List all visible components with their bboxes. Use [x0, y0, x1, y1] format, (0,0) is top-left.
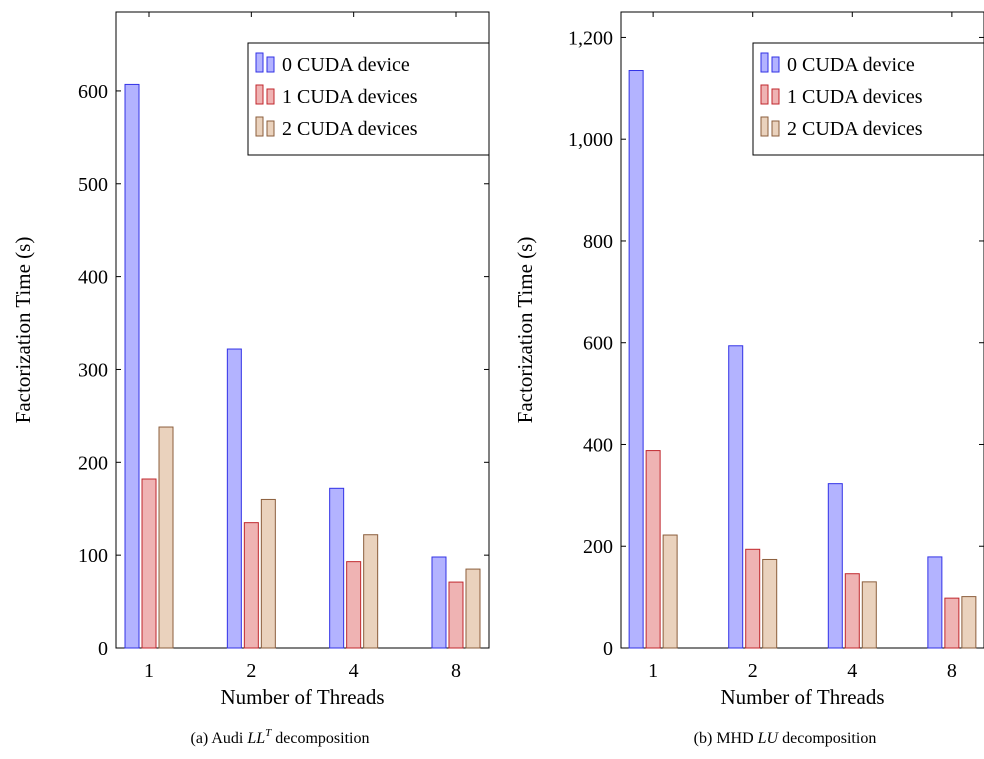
x-tick-label: 1 — [144, 660, 154, 682]
y-tick-label: 200 — [78, 452, 108, 474]
y-tick-label: 0 — [98, 638, 108, 660]
y-tick-label: 400 — [78, 267, 108, 289]
bar-0-1 — [628, 70, 644, 649]
y-tick-label: 600 — [583, 333, 613, 355]
bar-1-4 — [844, 573, 860, 649]
bar-2-1 — [158, 426, 174, 649]
x-tick-label: 2 — [246, 660, 256, 682]
bar-2-4 — [363, 534, 379, 649]
y-tick-label: 0 — [603, 638, 613, 660]
bar-2-2 — [260, 498, 276, 649]
bar-2-8 — [465, 568, 481, 649]
legend-swatch — [266, 88, 275, 105]
y-tick-label: 500 — [78, 174, 108, 196]
x-axis-label: Number of Threads — [720, 685, 884, 709]
x-tick-label: 8 — [947, 660, 957, 682]
caption-superscript: T — [265, 727, 272, 739]
x-tick-label: 4 — [847, 660, 857, 682]
legend-label: 1 CUDA devices — [282, 86, 418, 108]
legend-swatch — [760, 52, 769, 73]
y-axis-label: Factorization Time (s) — [513, 237, 537, 424]
y-tick-label: 100 — [78, 545, 108, 567]
legend: 0 CUDA device 1 CUDA devices 2 CUDA device… — [752, 42, 984, 156]
bar-0-4 — [827, 483, 843, 649]
caption-prefix: (a) Audi — [190, 730, 247, 747]
legend-swatch — [771, 120, 780, 137]
legend-label: 1 CUDA devices — [787, 86, 923, 108]
bar-0-1 — [124, 83, 140, 649]
x-tick-label: 1 — [648, 660, 658, 682]
bar-2-4 — [861, 581, 877, 649]
x-axis-label: Number of Threads — [220, 685, 384, 709]
plot-area — [115, 11, 490, 649]
x-tick-label: 2 — [748, 660, 758, 682]
bar-1-2 — [243, 522, 259, 649]
legend-box — [752, 42, 984, 156]
legend-swatch — [760, 116, 769, 137]
legend-swatch — [255, 52, 264, 73]
legend-label: 2 CUDA devices — [787, 118, 923, 140]
legend-label: 0 CUDA device — [787, 54, 915, 76]
y-tick-label: 1,200 — [568, 27, 613, 49]
legend-swatch — [266, 120, 275, 137]
caption-suffix: decomposition — [271, 730, 369, 747]
legend-box — [247, 42, 490, 156]
legend-swatch — [255, 84, 264, 105]
bar-0-8 — [431, 556, 447, 649]
caption-math: LU — [757, 730, 780, 747]
bar-0-2 — [728, 345, 744, 649]
bar-0-8 — [927, 556, 943, 649]
bar-2-8 — [961, 596, 977, 649]
bar-1-2 — [745, 548, 761, 649]
bar-2-1 — [662, 534, 678, 649]
chart-panel-1: 0 100 200 300 400 500 600 1 2 4 8 Number of Threads… — [11, 11, 490, 747]
y-tick-label: 200 — [583, 536, 613, 558]
y-tick-label: 400 — [583, 434, 613, 456]
bar-0-4 — [329, 487, 345, 649]
x-tick-label: 4 — [349, 660, 359, 682]
caption: (b) MHD LU decomposition — [694, 730, 877, 747]
y-tick-label: 1,000 — [568, 129, 613, 151]
chart-panel-2: 0 200 400 600 800 1,000 1,200 1 2 4 8 Number of Thr… — [513, 11, 984, 747]
legend-label: 0 CUDA device — [282, 54, 410, 76]
y-tick-label: 300 — [78, 359, 108, 381]
legend-swatch — [266, 56, 275, 73]
bar-1-8 — [448, 581, 464, 649]
bar-1-8 — [944, 597, 960, 649]
bar-1-1 — [141, 478, 157, 649]
bar-2-2 — [762, 558, 778, 649]
legend-swatch — [771, 88, 780, 105]
legend-label: 2 CUDA devices — [282, 118, 418, 140]
y-tick-label: 600 — [78, 81, 108, 103]
legend-swatch — [771, 56, 780, 73]
legend: 0 CUDA device 1 CUDA devices 2 CUDA device… — [247, 42, 490, 156]
legend-swatch — [760, 84, 769, 105]
y-axis-label: Factorization Time (s) — [11, 237, 35, 424]
plot-area — [620, 11, 984, 649]
caption: (a) Audi LLT decomposition — [190, 727, 369, 747]
bar-1-4 — [346, 561, 362, 649]
caption-math: LL — [246, 730, 265, 747]
y-tick-label: 800 — [583, 231, 613, 253]
x-tick-label: 8 — [451, 660, 461, 682]
bar-1-1 — [645, 450, 661, 649]
bar-0-2 — [226, 348, 242, 649]
legend-swatch — [255, 116, 264, 137]
caption-prefix: (b) MHD — [694, 730, 758, 747]
caption-suffix: decomposition — [778, 730, 876, 747]
